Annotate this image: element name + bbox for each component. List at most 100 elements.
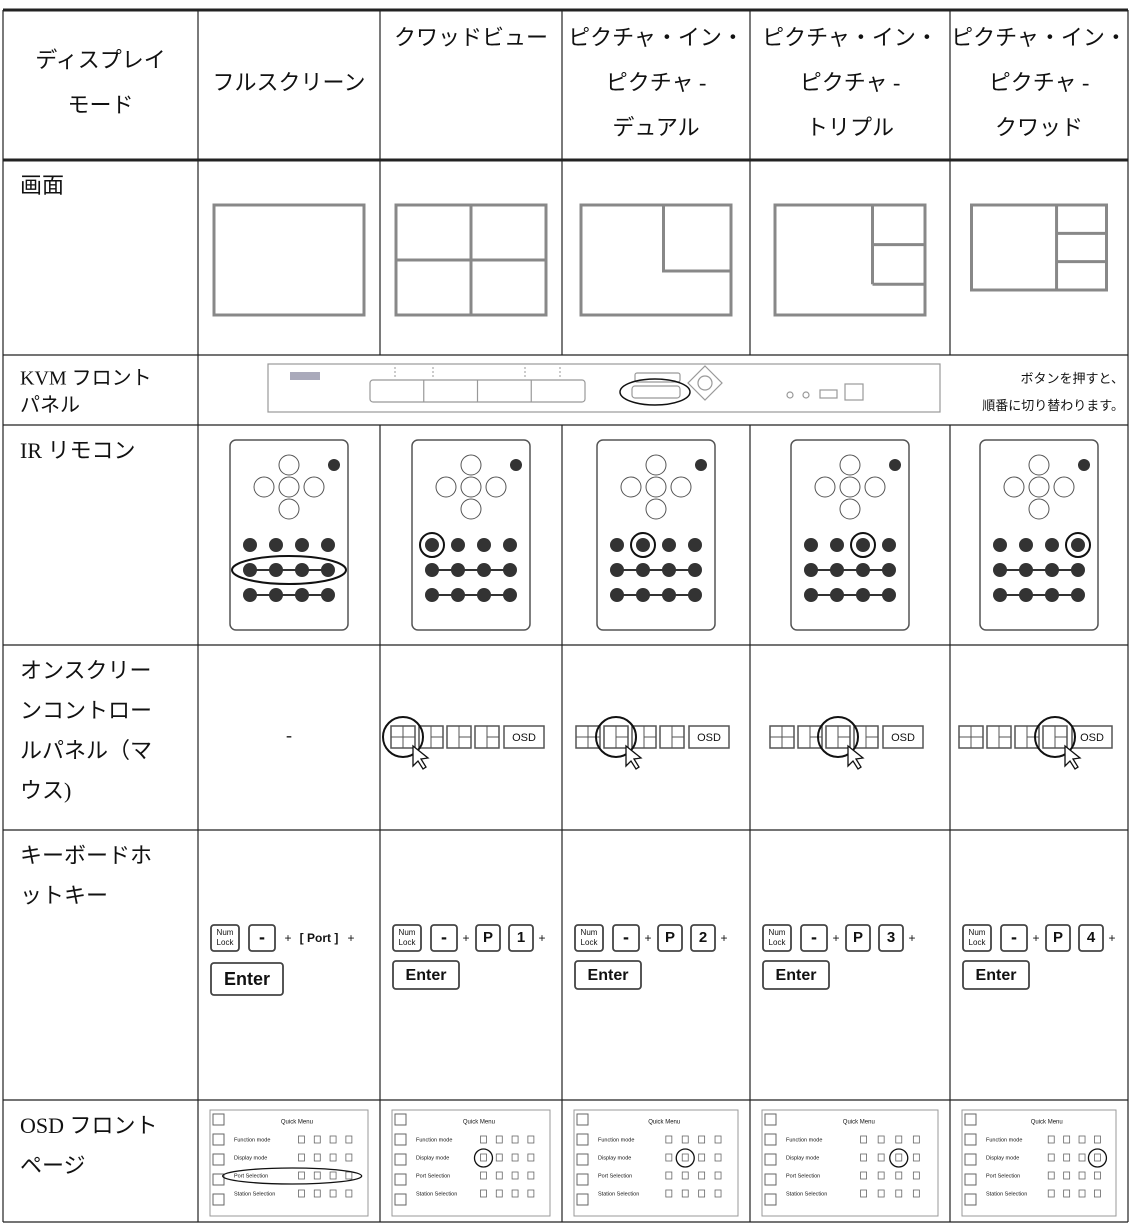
osd-box — [1094, 1153, 1101, 1162]
osd-page — [391, 1109, 551, 1217]
key-label: Enter — [976, 967, 1017, 984]
osd-box — [681, 1189, 689, 1198]
remote-number-button — [295, 563, 309, 577]
mouse-highlight — [817, 716, 859, 758]
key-label: P — [665, 929, 675, 946]
kvm-note: ボタンを押すと、 — [1021, 371, 1124, 386]
row-label: パネル — [20, 395, 80, 417]
osd-side-icon — [764, 1193, 777, 1206]
osd-box — [345, 1171, 353, 1180]
osd-side-icon — [394, 1153, 407, 1166]
key — [475, 924, 501, 952]
remote-dpad — [253, 476, 275, 498]
kvm-dpad-center — [697, 375, 713, 391]
remote-mode-button — [1071, 538, 1085, 552]
header-text: クワッドビュー — [394, 25, 548, 50]
osd-box — [329, 1153, 337, 1162]
remote-number-button — [993, 588, 1007, 602]
osd-item: Display mode — [416, 1155, 449, 1161]
remote-number-button — [882, 588, 896, 602]
remote-dpad — [303, 476, 325, 498]
row-label: 画面 — [20, 173, 64, 198]
remote-dpad — [485, 476, 507, 498]
osd-box — [912, 1171, 920, 1180]
remote-mode-button — [993, 538, 1007, 552]
osd-button — [882, 725, 924, 749]
remote-number-button — [451, 588, 465, 602]
osd-button — [503, 725, 545, 749]
osd-box — [912, 1153, 920, 1162]
empty-cell: - — [286, 725, 292, 745]
key — [878, 924, 904, 952]
osd-box — [895, 1153, 903, 1162]
key — [845, 924, 871, 952]
osd-box — [1063, 1171, 1071, 1180]
osd-box — [313, 1171, 321, 1180]
key — [1045, 924, 1071, 952]
key — [962, 960, 1030, 990]
key-label: [ Port ] — [300, 931, 339, 945]
remote-dpad — [645, 498, 667, 520]
remote-number-button — [830, 588, 844, 602]
remote-number-button — [269, 563, 283, 577]
remote-dpad — [278, 498, 300, 520]
key — [762, 960, 830, 990]
key-label: Num — [581, 928, 598, 937]
header-text: ディスプレイ — [35, 48, 165, 73]
osd-box — [313, 1189, 321, 1198]
osd-highlight — [1087, 1148, 1108, 1168]
remote-number-button — [610, 588, 624, 602]
kvm-jack — [802, 391, 810, 399]
osd-item: Function mode — [416, 1137, 452, 1143]
remote-number-button — [610, 563, 624, 577]
key-label: Enter — [776, 967, 817, 984]
key-label: Lock — [969, 938, 987, 947]
osd-box — [298, 1189, 305, 1198]
osd-box — [495, 1153, 503, 1162]
remote-number-button — [856, 563, 870, 577]
key-label: Num — [217, 928, 234, 937]
osd-side-icon — [964, 1173, 977, 1186]
osd-item: Station Selection — [986, 1191, 1027, 1197]
key-label: - — [259, 927, 265, 947]
osd-box — [895, 1135, 903, 1144]
osd-button — [688, 725, 730, 749]
remote-number-button — [425, 563, 439, 577]
osd-side-icon — [764, 1173, 777, 1186]
remote-number-button — [993, 563, 1007, 577]
osd-item: Function mode — [986, 1137, 1022, 1143]
remote-dpad — [839, 476, 861, 498]
remote-mode-button — [1019, 538, 1033, 552]
remote-mode-button — [882, 538, 896, 552]
osd-box — [714, 1189, 722, 1198]
remote-mode-button — [503, 538, 517, 552]
row-label: ウス) — [20, 778, 71, 803]
osd-button — [1071, 725, 1113, 749]
osd-side-icon — [212, 1193, 225, 1206]
osd-side-icon — [394, 1133, 407, 1146]
osd-highlight — [221, 1167, 363, 1185]
remote-mode-button — [830, 538, 844, 552]
key-label: P — [1053, 929, 1063, 946]
screen-outline — [212, 203, 366, 317]
remote-dpad — [645, 454, 667, 476]
key — [210, 962, 284, 996]
osd-box — [912, 1135, 920, 1144]
remote-highlight — [850, 532, 876, 558]
osd-box — [1047, 1153, 1055, 1162]
osd-page — [573, 1109, 739, 1217]
remote-dpad — [435, 476, 457, 498]
header-text: ピクチャ - — [800, 70, 901, 95]
remote-number-button — [688, 588, 702, 602]
osd-box — [511, 1135, 519, 1144]
osd-highlight — [473, 1148, 494, 1168]
osd-box — [329, 1135, 337, 1144]
remote-number-button — [1071, 588, 1085, 602]
key — [1000, 924, 1028, 952]
screen-outline — [970, 203, 1108, 292]
osd-box — [329, 1189, 337, 1198]
osd-box — [495, 1171, 503, 1180]
header-text: ピクチャ・イン・ — [762, 25, 938, 50]
remote-dpad — [278, 454, 300, 476]
